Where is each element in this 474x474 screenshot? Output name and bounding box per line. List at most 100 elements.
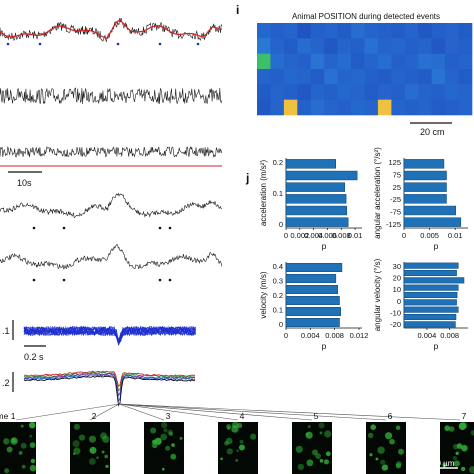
cell-spot bbox=[456, 443, 463, 449]
cell-spot bbox=[179, 436, 183, 440]
x-tick-label: 0.008 bbox=[440, 331, 459, 340]
cell-spot bbox=[239, 439, 244, 444]
mean-waveform bbox=[23, 371, 196, 392]
x-axis-label: p bbox=[434, 341, 439, 351]
x-axis-label: p bbox=[434, 241, 439, 251]
cell-spot bbox=[297, 463, 304, 471]
heatmap-scalebar-label: 20 cm bbox=[420, 127, 445, 137]
cell-spot bbox=[455, 451, 459, 455]
x-tick-label: 0.004 bbox=[301, 331, 320, 340]
cell-spot bbox=[442, 462, 447, 468]
event-marker bbox=[158, 42, 162, 46]
trace-lines bbox=[0, 17, 223, 282]
x-tick-label: 0.004 bbox=[304, 231, 323, 240]
cell-spot bbox=[20, 424, 24, 428]
heatmap-cell bbox=[310, 84, 325, 100]
y-tick-label: 75 bbox=[393, 170, 401, 179]
cell-spot bbox=[231, 425, 239, 433]
average-waveform-panel: .1 0.2 s .2 bbox=[2, 320, 196, 407]
cell-spot bbox=[161, 422, 168, 429]
cell-spot bbox=[4, 468, 10, 474]
cell-spot bbox=[381, 464, 388, 471]
heatmap-cell bbox=[324, 23, 338, 39]
bar bbox=[403, 159, 445, 169]
heatmap-cell bbox=[310, 99, 325, 116]
cell-spot bbox=[167, 429, 173, 435]
y-tick-label: -25 bbox=[390, 195, 401, 204]
event-marker bbox=[158, 226, 162, 230]
frame-connector bbox=[118, 403, 387, 421]
cell-spot bbox=[226, 448, 233, 455]
bar bbox=[403, 299, 457, 306]
cell-spot bbox=[377, 446, 385, 454]
heatmap-cell bbox=[337, 23, 352, 39]
cell-spot bbox=[29, 464, 37, 472]
heatmap-cell bbox=[257, 69, 271, 85]
trace-time-scalebar-label: 10s bbox=[17, 178, 32, 188]
event-marker bbox=[116, 42, 120, 46]
heatmap-cell bbox=[364, 69, 379, 85]
bar bbox=[285, 274, 337, 283]
heatmap-cell bbox=[404, 84, 419, 100]
cell-spot bbox=[152, 442, 158, 449]
x-axis-label: p bbox=[322, 341, 327, 351]
bar bbox=[403, 205, 456, 216]
heatmap-cell bbox=[431, 53, 446, 70]
mean-waveform bbox=[23, 375, 196, 407]
cell-spot bbox=[160, 433, 168, 441]
frame-label: 4 bbox=[240, 411, 245, 421]
x-tick-label: 0 bbox=[284, 331, 288, 340]
y-tick-label: 0.1 bbox=[273, 306, 283, 315]
cell-spot bbox=[461, 466, 466, 472]
x-tick-label: 0.002 bbox=[290, 231, 309, 240]
heatmap-cell bbox=[297, 38, 312, 54]
x-tick-label: 0.008 bbox=[325, 331, 344, 340]
mean-waveform bbox=[23, 370, 196, 388]
heatmap-cell bbox=[270, 84, 285, 100]
heatmap-cell bbox=[283, 38, 298, 54]
heatmap-cell bbox=[391, 23, 406, 39]
bar bbox=[403, 217, 462, 227]
heatmap-cell bbox=[377, 23, 392, 39]
cell-spot bbox=[315, 453, 321, 459]
panel-letter-j: j bbox=[245, 171, 249, 185]
cell-spot bbox=[88, 435, 97, 443]
y-tick-label: 10 bbox=[393, 285, 401, 294]
bar bbox=[285, 205, 348, 216]
event-marker bbox=[62, 226, 66, 230]
cell-spot bbox=[385, 432, 393, 440]
frame-label: 7 bbox=[462, 411, 467, 421]
bar bbox=[403, 291, 458, 299]
cell-spot bbox=[21, 464, 26, 469]
heatmap-cell bbox=[257, 38, 271, 54]
frame-connector-lines bbox=[15, 403, 461, 421]
cell-spot bbox=[398, 448, 404, 455]
heatmap-cell bbox=[297, 53, 312, 70]
y-tick-label: 0.1 bbox=[273, 189, 283, 198]
cell-spot bbox=[469, 466, 474, 474]
heatmap-cell bbox=[404, 99, 419, 116]
cell-spot bbox=[100, 432, 107, 440]
cell-spot bbox=[461, 444, 468, 452]
y-tick-label: 25 bbox=[393, 183, 401, 192]
heatmap-cell bbox=[324, 38, 338, 54]
heatmap-cell bbox=[391, 84, 406, 100]
heatmap-cell bbox=[445, 69, 459, 85]
cell-spot bbox=[444, 425, 451, 432]
y-tick-label: -10 bbox=[390, 308, 401, 317]
y-tick-label: 125 bbox=[388, 158, 401, 167]
event-marker bbox=[158, 278, 162, 282]
cell-spot bbox=[448, 426, 455, 432]
x-tick-label: 0.005 bbox=[420, 231, 439, 240]
heatmap-cell bbox=[283, 84, 298, 100]
cell-spot bbox=[29, 422, 36, 429]
x-tick-label: 0 bbox=[284, 231, 288, 240]
cell-spot bbox=[72, 440, 80, 448]
cell-spot bbox=[18, 451, 23, 455]
cell-spot bbox=[29, 434, 33, 438]
y-tick-label: -20 bbox=[390, 320, 401, 329]
bar bbox=[285, 170, 358, 181]
frame-connector bbox=[89, 403, 120, 421]
cell-spot bbox=[238, 444, 245, 451]
heatmap-cell bbox=[404, 69, 419, 85]
